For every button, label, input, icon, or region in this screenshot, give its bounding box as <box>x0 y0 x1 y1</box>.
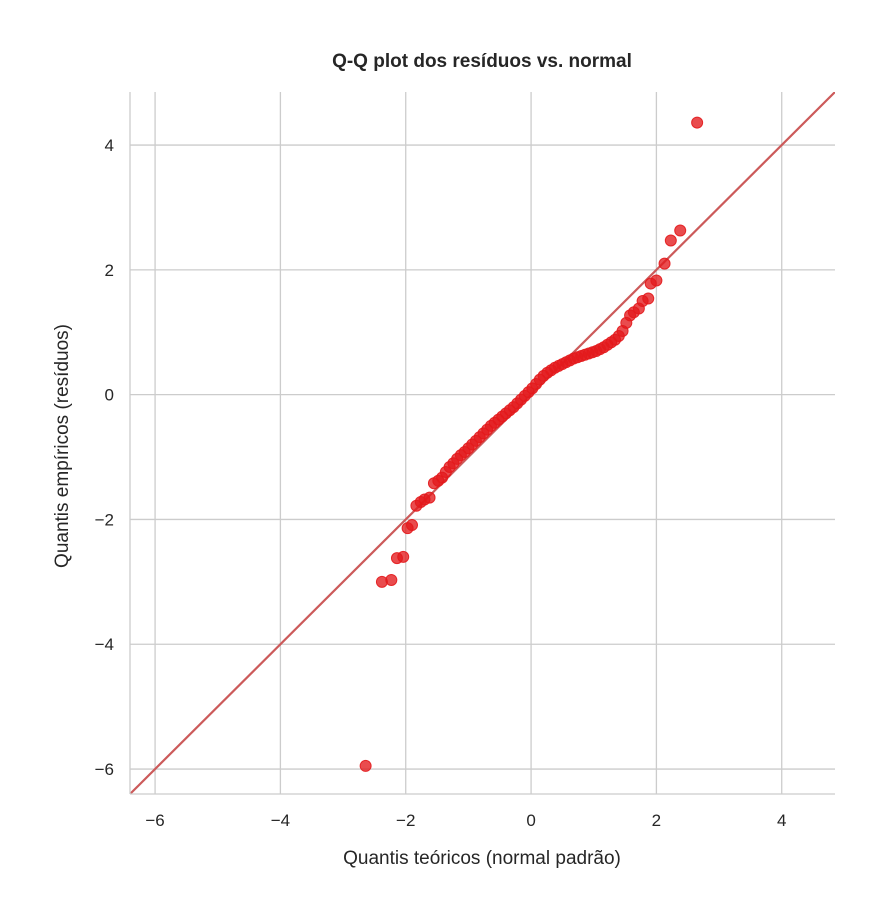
data-point <box>359 759 372 772</box>
x-tick-labels: −6 −4 −2 0 2 4 <box>145 811 786 830</box>
data-points <box>359 116 704 772</box>
y-tick-label: 4 <box>105 136 114 155</box>
x-tick-label: −2 <box>396 811 415 830</box>
data-point <box>642 292 655 305</box>
data-point <box>658 257 671 270</box>
y-tick-label: 0 <box>105 386 114 405</box>
reference-line <box>130 92 835 794</box>
grid-lines <box>130 92 835 794</box>
data-point <box>423 491 436 504</box>
y-tick-labels: −6 −4 −2 0 2 4 <box>95 136 114 779</box>
x-tick-label: 2 <box>652 811 661 830</box>
reference-line-group <box>130 92 835 794</box>
data-point <box>385 573 398 586</box>
x-tick-label: 0 <box>526 811 535 830</box>
y-tick-label: −2 <box>95 510 114 529</box>
data-point <box>664 234 677 247</box>
x-tick-label: −4 <box>271 811 290 830</box>
y-tick-label: −6 <box>95 760 114 779</box>
y-tick-label: 2 <box>105 261 114 280</box>
y-tick-label: −4 <box>95 635 114 654</box>
data-point <box>406 519 418 532</box>
data-point <box>674 224 687 237</box>
chart-title: Q-Q plot dos resíduos vs. normal <box>332 51 632 72</box>
x-tick-label: −6 <box>145 811 164 830</box>
data-point <box>691 116 704 129</box>
data-point <box>650 274 663 287</box>
y-axis-label: Quantis empíricos (resíduos) <box>52 324 73 568</box>
x-axis-label: Quantis teóricos (normal padrão) <box>343 848 621 869</box>
x-tick-label: 4 <box>777 811 786 830</box>
data-point <box>397 550 410 563</box>
